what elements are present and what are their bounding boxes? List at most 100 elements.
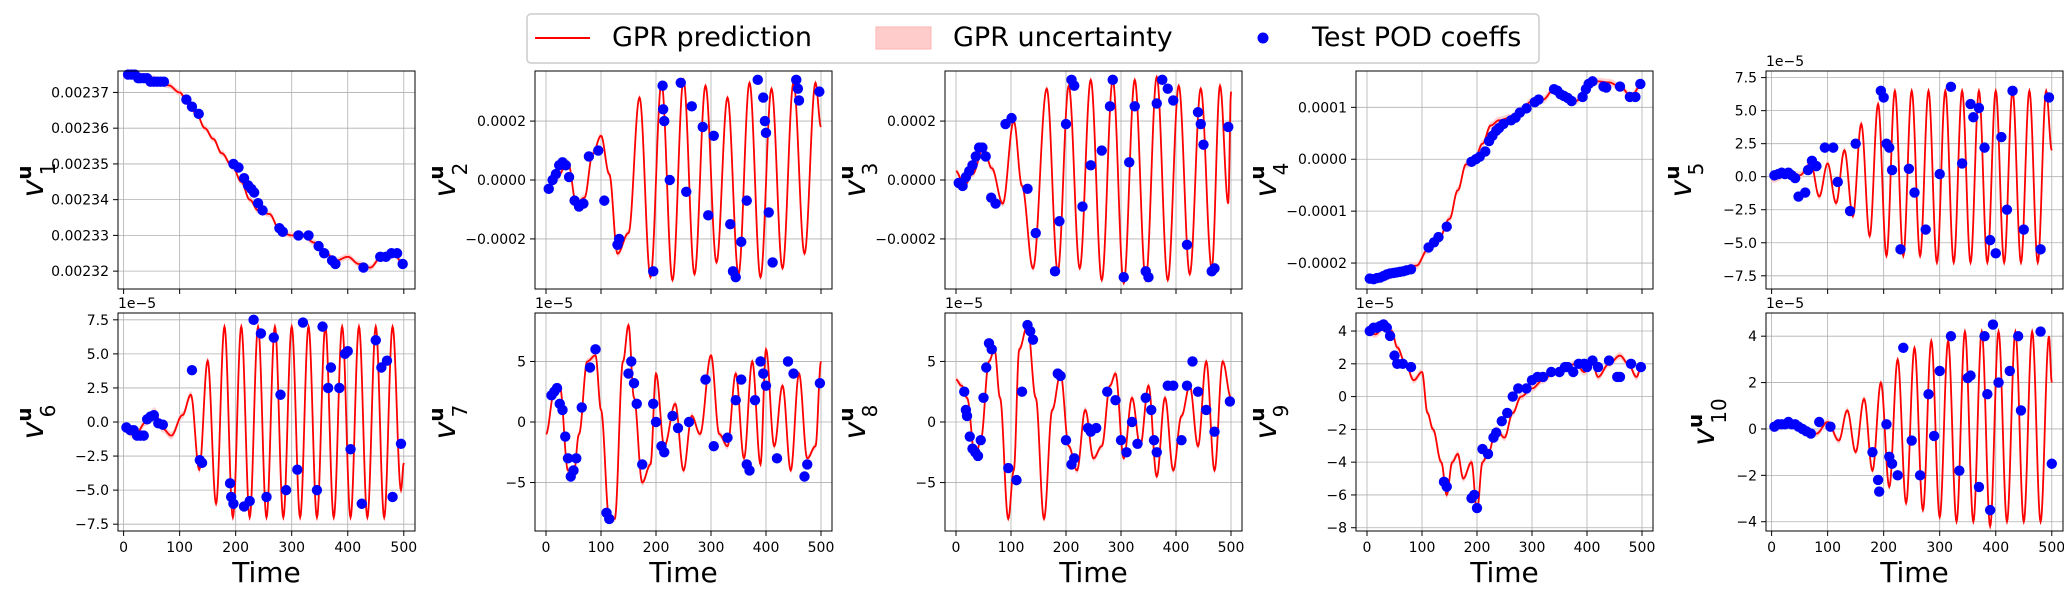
test-point bbox=[1069, 80, 1080, 91]
x-tick-label: 500 bbox=[1218, 540, 1245, 556]
prediction-line bbox=[955, 323, 1232, 522]
test-point bbox=[1566, 95, 1577, 107]
test-point bbox=[977, 142, 988, 153]
y-tick-label: −2.5 bbox=[75, 449, 109, 465]
test-point bbox=[277, 226, 288, 238]
test-point bbox=[1507, 391, 1518, 402]
test-point bbox=[1844, 205, 1856, 217]
test-point bbox=[303, 230, 314, 241]
y-tick-label: 0 bbox=[517, 415, 526, 431]
test-point bbox=[313, 240, 324, 252]
test-point bbox=[181, 94, 192, 105]
test-point bbox=[648, 266, 659, 277]
test-point bbox=[1603, 355, 1615, 366]
test-point bbox=[1405, 361, 1417, 373]
test-point bbox=[228, 498, 239, 509]
test-point bbox=[590, 344, 601, 355]
x-tick-label: 100 bbox=[1409, 540, 1436, 556]
test-point bbox=[1630, 91, 1641, 103]
test-point bbox=[623, 368, 634, 379]
y-tick-label: −5.0 bbox=[75, 483, 109, 499]
x-tick-label: 0 bbox=[1767, 540, 1776, 556]
axes-frame bbox=[117, 70, 416, 290]
test-point bbox=[725, 218, 736, 230]
x-axis-label: Time bbox=[1469, 556, 1539, 589]
test-point bbox=[1381, 322, 1393, 333]
test-point bbox=[1168, 380, 1179, 391]
test-point bbox=[1077, 201, 1088, 212]
test-point bbox=[1223, 121, 1234, 133]
x-tick-label: 400 bbox=[334, 540, 361, 556]
test-point bbox=[1195, 118, 1206, 130]
test-point bbox=[791, 74, 802, 86]
y-tick-label: 0.0000 bbox=[1298, 152, 1347, 168]
legend-label-gpr-uncertainty: GPR uncertainty bbox=[953, 22, 1173, 53]
subplot-2: −0.0002 0.0000 0.0002 vu2 bbox=[424, 70, 833, 294]
test-point bbox=[583, 151, 595, 162]
test-point bbox=[157, 419, 169, 430]
subplot-5: −7.5 −5.0 −2.5 0.0 2.5 5.0 7.5 1e−5 vu5 bbox=[1660, 54, 2064, 294]
test-point bbox=[703, 210, 714, 221]
y-tick-label: 5 bbox=[927, 354, 936, 370]
test-point bbox=[1832, 176, 1843, 188]
test-point bbox=[560, 431, 571, 442]
subplot-9: −8 −6 −4 −2 0 2 4 0 100 200 300 400 500 1e−5 vu9 Time bbox=[1245, 296, 1655, 589]
test-point bbox=[1546, 366, 1557, 378]
axis-offset-label: 1e−5 bbox=[535, 296, 573, 312]
x-tick-label: 400 bbox=[753, 540, 780, 556]
test-point bbox=[1928, 430, 1940, 442]
axes-frame bbox=[1355, 312, 1654, 532]
test-point bbox=[1828, 142, 1839, 153]
test-point bbox=[722, 432, 733, 443]
test-point bbox=[571, 453, 582, 464]
test-point bbox=[1906, 435, 1917, 446]
test-point bbox=[158, 76, 170, 87]
y-tick-label: 2 bbox=[1338, 357, 1347, 373]
y-tick-label: 5.0 bbox=[1735, 104, 1757, 120]
test-point bbox=[1802, 164, 1814, 176]
test-point bbox=[1181, 380, 1193, 391]
test-point bbox=[1115, 434, 1127, 446]
test-point bbox=[292, 464, 303, 475]
y-tick-label: 0.00232 bbox=[51, 264, 109, 280]
test-point bbox=[758, 92, 769, 103]
test-point bbox=[224, 478, 236, 489]
test-point bbox=[356, 498, 367, 509]
test-point bbox=[675, 77, 686, 88]
test-point bbox=[317, 321, 328, 332]
test-point bbox=[2046, 458, 2057, 469]
test-point bbox=[730, 272, 741, 283]
x-axis-label: Time bbox=[231, 556, 301, 589]
x-tick-label: 200 bbox=[1053, 540, 1080, 556]
test-point bbox=[325, 362, 337, 373]
x-tick-label: 100 bbox=[166, 540, 193, 556]
test-point bbox=[568, 465, 579, 476]
test-point bbox=[2035, 244, 2046, 255]
test-point bbox=[759, 115, 771, 127]
x-tick-label: 300 bbox=[1108, 540, 1135, 556]
test-point bbox=[578, 198, 589, 209]
axis-offset-label: 1e−5 bbox=[118, 296, 156, 312]
test-point bbox=[196, 457, 208, 469]
test-point bbox=[1181, 239, 1193, 251]
test-point bbox=[1886, 458, 1898, 469]
test-point bbox=[1132, 438, 1143, 449]
test-point bbox=[1224, 396, 1236, 407]
y-axis-label: vu2 bbox=[424, 163, 472, 198]
test-point bbox=[981, 362, 992, 373]
test-point bbox=[1201, 404, 1212, 416]
test-point bbox=[975, 434, 986, 446]
test-point bbox=[1209, 263, 1220, 274]
test-point bbox=[397, 258, 408, 270]
test-point bbox=[1982, 388, 1993, 400]
y-tick-label: −5 bbox=[505, 476, 526, 492]
test-point bbox=[280, 484, 292, 496]
test-point bbox=[1878, 92, 1889, 103]
y-tick-label: −8 bbox=[1326, 521, 1347, 537]
y-tick-label: −2.5 bbox=[1723, 203, 1757, 219]
test-point bbox=[593, 145, 604, 156]
test-point bbox=[1060, 118, 1072, 130]
x-tick-label: 0 bbox=[1363, 540, 1372, 556]
test-point bbox=[1867, 446, 1878, 458]
